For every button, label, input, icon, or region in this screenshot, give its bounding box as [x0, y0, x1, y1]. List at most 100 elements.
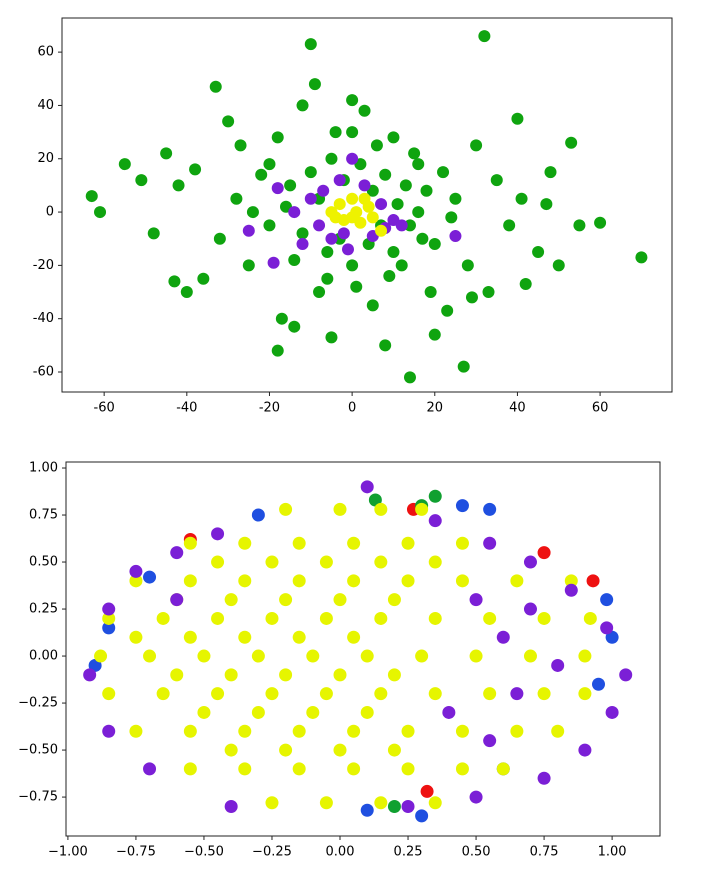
point	[224, 743, 238, 757]
point	[592, 677, 606, 691]
point	[296, 99, 309, 112]
point	[267, 256, 280, 269]
plot-frame	[65, 461, 661, 837]
point	[374, 502, 388, 516]
point	[483, 536, 497, 550]
point	[271, 131, 284, 144]
point	[333, 593, 347, 607]
point	[347, 574, 361, 588]
point	[537, 611, 551, 625]
point	[325, 232, 338, 245]
point	[251, 649, 265, 663]
point	[358, 192, 371, 205]
point	[415, 809, 429, 823]
point	[415, 649, 429, 663]
y-tick-label: 0.25	[29, 602, 58, 617]
x-tick-label: 0.75	[530, 845, 559, 860]
point	[469, 593, 483, 607]
point	[387, 131, 400, 144]
point	[238, 536, 252, 550]
point	[496, 630, 510, 644]
point	[319, 796, 333, 810]
y-tick-label: 0.00	[29, 649, 58, 664]
point	[399, 179, 412, 192]
point	[455, 574, 469, 588]
x-tick-label: 40	[509, 401, 526, 416]
point	[129, 574, 143, 588]
point	[428, 514, 442, 528]
point	[403, 371, 416, 384]
point	[213, 232, 226, 245]
point	[211, 687, 225, 701]
point	[387, 668, 401, 682]
x-tick-label: -60	[94, 401, 115, 416]
point	[408, 147, 421, 160]
point	[255, 168, 268, 181]
point	[211, 555, 225, 569]
point	[279, 502, 293, 516]
point	[346, 126, 359, 139]
point	[102, 687, 116, 701]
point	[415, 502, 429, 516]
point	[391, 198, 404, 211]
point	[160, 147, 173, 160]
point	[544, 166, 557, 179]
point	[292, 724, 306, 738]
point	[224, 799, 238, 813]
point	[346, 192, 359, 205]
point	[605, 705, 619, 719]
x-tick-label: 60	[592, 401, 609, 416]
point	[374, 611, 388, 625]
point	[455, 499, 469, 513]
point	[292, 574, 306, 588]
point	[428, 555, 442, 569]
point	[503, 219, 516, 232]
point	[346, 259, 359, 272]
point	[401, 799, 415, 813]
y-tick-label: −0.50	[18, 743, 58, 758]
point	[304, 38, 317, 51]
point	[395, 259, 408, 272]
point	[279, 743, 293, 757]
point	[412, 158, 425, 171]
point	[197, 649, 211, 663]
point	[94, 649, 108, 663]
point	[379, 339, 392, 352]
point	[238, 762, 252, 776]
point	[83, 668, 97, 682]
point	[135, 174, 148, 187]
point	[306, 649, 320, 663]
point	[246, 206, 259, 219]
point	[143, 762, 157, 776]
point	[242, 224, 255, 237]
point	[222, 115, 235, 128]
point	[333, 743, 347, 757]
point	[619, 668, 633, 682]
point	[583, 611, 597, 625]
point	[304, 192, 317, 205]
point	[271, 344, 284, 357]
point	[347, 536, 361, 550]
point	[490, 174, 503, 187]
x-tick-label: −0.75	[116, 845, 156, 860]
point	[265, 611, 279, 625]
point	[224, 668, 238, 682]
point	[288, 320, 301, 333]
point	[180, 286, 193, 299]
x-tick-label: −1.00	[48, 845, 88, 860]
point	[511, 112, 524, 125]
point	[209, 80, 222, 93]
point	[129, 564, 143, 578]
point	[457, 360, 470, 373]
point	[271, 182, 284, 195]
point	[482, 286, 495, 299]
point	[552, 259, 565, 272]
point	[170, 668, 184, 682]
point	[470, 139, 483, 152]
y-tick-label: 60	[37, 45, 54, 60]
point	[346, 211, 359, 224]
point	[211, 611, 225, 625]
point	[288, 254, 301, 267]
point	[387, 799, 401, 813]
point	[510, 574, 524, 588]
